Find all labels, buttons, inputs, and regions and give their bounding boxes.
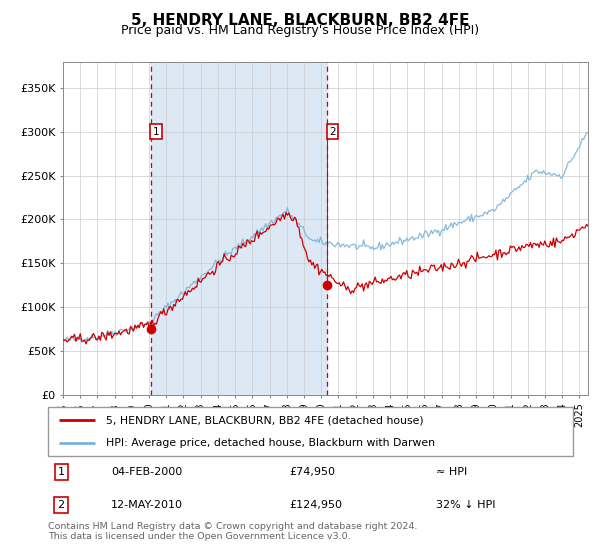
Text: 1: 1 xyxy=(58,467,65,477)
Text: Price paid vs. HM Land Registry's House Price Index (HPI): Price paid vs. HM Land Registry's House … xyxy=(121,24,479,37)
Text: £124,950: £124,950 xyxy=(290,500,343,510)
Text: 12-MAY-2010: 12-MAY-2010 xyxy=(111,500,183,510)
Text: 1: 1 xyxy=(152,127,159,137)
Text: 2: 2 xyxy=(58,500,65,510)
Text: £74,950: £74,950 xyxy=(290,467,335,477)
Text: 5, HENDRY LANE, BLACKBURN, BB2 4FE (detached house): 5, HENDRY LANE, BLACKBURN, BB2 4FE (deta… xyxy=(106,416,424,426)
Bar xyxy=(151,62,328,395)
Text: HPI: Average price, detached house, Blackburn with Darwen: HPI: Average price, detached house, Blac… xyxy=(106,438,435,448)
Text: 32% ↓ HPI: 32% ↓ HPI xyxy=(437,500,496,510)
Text: 2: 2 xyxy=(329,127,336,137)
Text: ≈ HPI: ≈ HPI xyxy=(437,467,468,477)
Text: 04-FEB-2000: 04-FEB-2000 xyxy=(111,467,182,477)
Text: 5, HENDRY LANE, BLACKBURN, BB2 4FE: 5, HENDRY LANE, BLACKBURN, BB2 4FE xyxy=(131,13,469,28)
FancyBboxPatch shape xyxy=(48,407,573,456)
Text: Contains HM Land Registry data © Crown copyright and database right 2024.
This d: Contains HM Land Registry data © Crown c… xyxy=(48,522,418,542)
